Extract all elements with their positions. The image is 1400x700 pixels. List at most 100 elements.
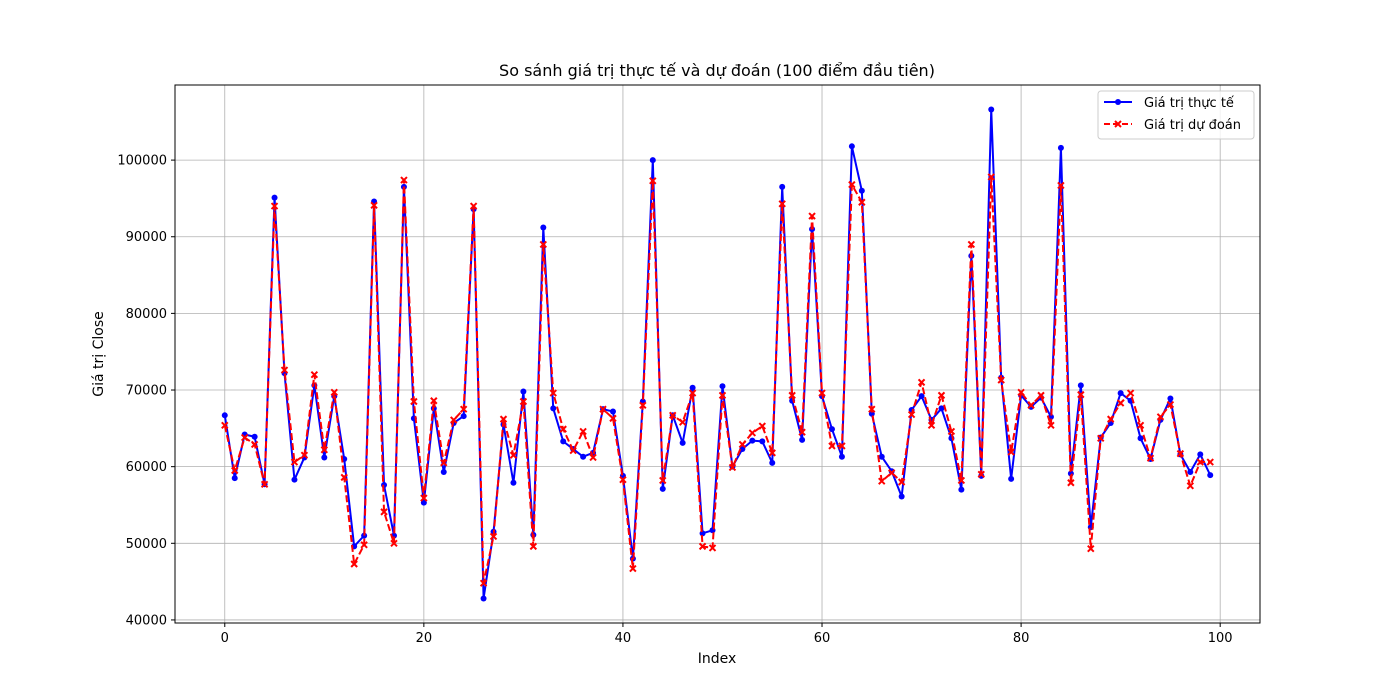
data-point [569,446,577,455]
data-point [918,393,925,400]
data-point [1007,448,1015,456]
data-point [977,470,985,479]
data-point [510,479,517,486]
data-point [460,413,467,420]
data-point [509,451,518,459]
data-point [958,486,965,493]
x-tick-label: 20 [416,631,433,646]
data-point [1136,421,1145,429]
data-point [828,442,836,450]
data-point [440,469,447,476]
data-point [430,397,438,405]
data-point [749,437,756,444]
data-point [1008,475,1015,482]
data-point [778,200,786,208]
data-point [898,493,905,500]
data-point [1207,472,1214,479]
data-point [1017,388,1025,397]
plot-frame [174,84,1261,624]
data-point [858,187,865,194]
data-point [848,180,856,189]
data-point [888,468,895,475]
data-point [251,433,258,440]
data-point [390,539,398,548]
data-point [668,411,677,420]
data-point [649,157,656,164]
y-axis-ticks: 40000 50000 60000 70000 80000 90000 100000 [117,154,175,628]
data-point [718,391,727,400]
data-point [1186,482,1195,490]
x-axis-label: Index [698,651,737,667]
data-point [1176,449,1185,458]
data-point [649,177,657,185]
series-line-1 [223,175,1211,585]
data-point [539,240,548,249]
data-point [260,480,269,488]
y-tick-label: 40000 [126,613,167,628]
data-point [838,453,845,460]
data-point [738,440,747,449]
data-point [988,106,995,113]
data-point [609,408,616,415]
data-point [280,366,289,374]
data-point [1106,415,1115,423]
data-point [410,397,418,406]
data-point [221,412,228,419]
data-point [917,378,926,387]
data-point [370,201,378,210]
data-point [728,463,737,472]
data-point [938,405,945,412]
data-point [957,476,966,485]
data-point [1146,454,1155,462]
chart-title: So sánh giá trị thực tế và dự đoán (100 … [499,61,935,80]
data-point [1037,391,1045,400]
data-point [499,415,508,423]
data-point [878,453,885,460]
data-point [659,476,667,485]
data-point [1206,458,1214,466]
data-point [688,389,697,397]
data-point [798,428,806,436]
data-point [310,370,319,379]
data-point [469,202,478,210]
data-point [400,176,408,184]
data-point [529,542,538,551]
data-point [240,433,249,442]
y-tick-label: 90000 [126,230,167,245]
series-layer [221,106,1214,602]
data-point [540,224,547,231]
data-point [619,475,627,484]
data-point [758,422,767,430]
data-point [748,429,757,437]
legend-box [1097,90,1255,140]
data-point [848,143,855,150]
data-point [1137,435,1144,442]
data-point [1047,421,1055,429]
data-point [689,384,696,391]
data-point [330,388,338,397]
data-point [231,466,239,475]
data-point [659,485,666,492]
data-point [231,475,238,482]
data-point [380,508,388,516]
plot-area [175,85,1260,623]
data-point [868,405,876,413]
data-point [927,421,936,429]
data-point [440,459,448,467]
data-point [459,405,468,413]
y-tick-label: 70000 [126,384,167,399]
legend-entry-predicted: Giá trị dự đoán [1104,118,1241,133]
x-tick-label: 40 [615,631,632,646]
data-point [1117,390,1124,397]
data-point [907,410,916,419]
data-point [838,442,846,450]
data-point [1097,434,1105,443]
data-point [480,595,487,602]
data-point [1126,389,1135,397]
data-point [361,532,368,539]
data-point [679,439,686,446]
data-point [818,389,826,397]
data-point [291,476,298,483]
x-tick-label: 60 [814,631,831,646]
data-point [550,405,557,412]
